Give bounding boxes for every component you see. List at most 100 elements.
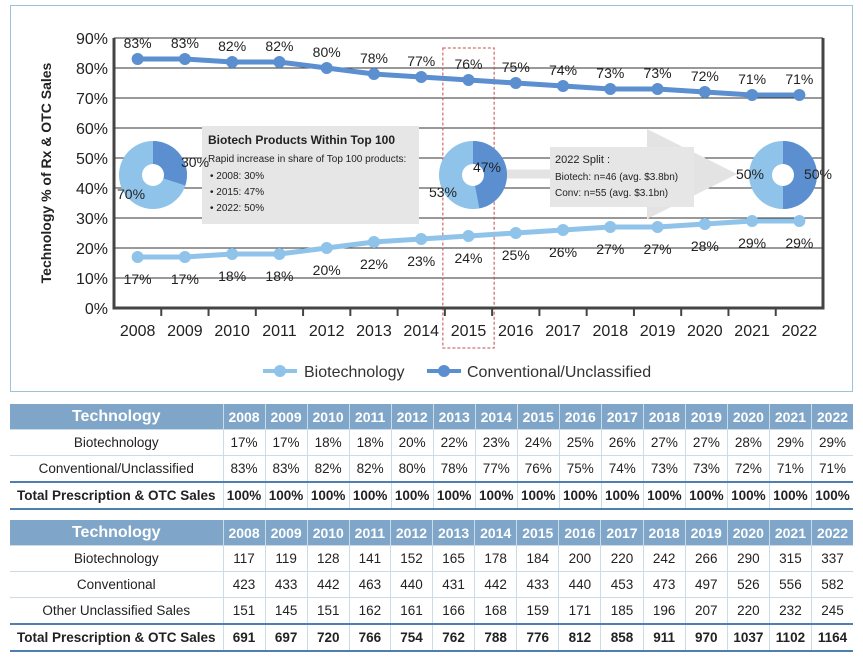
x-tick-label: 2011	[262, 323, 297, 340]
pie-hole	[142, 164, 164, 186]
sales-table-cell: 159	[516, 597, 559, 625]
biotech-data-label: 18%	[265, 268, 293, 284]
sales-table-row: Conventional 423 433 442 463 440 431 442 433 440 4…	[10, 571, 853, 598]
sales-table-cell: 242	[642, 545, 686, 572]
legend-conventional-marker	[438, 365, 450, 377]
annotation-top100-bullet-3: • 2022: 50%	[210, 203, 264, 214]
biotech-data-label: 17%	[124, 271, 152, 287]
sales-table-cell: 453	[600, 571, 644, 598]
annotation-split: 2022 Split : Biotech: n=46 (avg. $3.8bn)…	[550, 147, 694, 207]
sales-table-cell: 691	[222, 623, 266, 652]
conventional-data-label: 75%	[502, 59, 530, 75]
sales-table-cell: 315	[768, 545, 812, 572]
conventional-data-label: 82%	[218, 38, 246, 54]
y-tick-label: 50%	[76, 151, 108, 168]
biotech-point	[557, 224, 570, 236]
sales-table-header-year: 2017	[600, 520, 644, 546]
pie-slice-biotech	[473, 141, 508, 209]
sales-table-header-year: 2011	[348, 520, 391, 546]
sales-table-cell: 440	[558, 571, 601, 598]
sales-table-cell: 1164	[811, 623, 853, 652]
biotech-data-label: 22%	[360, 256, 388, 272]
pie-label-biotech: 47%	[473, 159, 501, 175]
annotation-split-title: 2022 Split :	[555, 154, 610, 166]
biotech-data-label: 24%	[454, 250, 482, 266]
percent-table-cell: 29%	[768, 429, 812, 456]
percent-table-header-year: 2022	[810, 404, 853, 430]
pie-label-conventional: 53%	[429, 184, 457, 200]
sales-table-row-label: Total Prescription & OTC Sales	[10, 623, 223, 652]
y-tick-label: 80%	[76, 61, 108, 78]
percent-table-cell: 100%	[600, 481, 644, 510]
sales-table-header-label: Technology	[10, 520, 223, 546]
legend-biotech-marker	[274, 365, 286, 377]
percent-table-header-year: 2016	[558, 404, 602, 430]
conventional-point	[557, 80, 570, 92]
percent-table-header-year: 2009	[264, 404, 308, 430]
sales-table-cell: 497	[684, 571, 728, 598]
conventional-point	[273, 56, 286, 68]
biotech-point	[793, 215, 806, 227]
sales-table-cell: 812	[558, 623, 601, 652]
x-tick-label: 2017	[545, 323, 581, 340]
x-tick-label: 2010	[214, 323, 250, 340]
chart-frame: Biotech Products Within Top 100 Rapid in…	[10, 5, 853, 392]
sales-table-cell: 473	[642, 571, 686, 598]
pie-hole	[772, 164, 794, 186]
sales-table-cell: 266	[684, 545, 728, 572]
line-chart: Biotech Products Within Top 100 Rapid in…	[38, 31, 832, 381]
percent-table-header-year: 2013	[432, 404, 476, 430]
sales-table-cell: 171	[558, 597, 601, 625]
conventional-data-label: 82%	[265, 38, 293, 54]
y-tick-label: 60%	[76, 121, 108, 138]
sales-table-header-year: 2018	[642, 520, 686, 546]
conventional-point	[651, 83, 664, 95]
sales-table-cell: 433	[264, 571, 308, 598]
percent-table-cell: 27%	[684, 429, 728, 456]
y-tick-label: 10%	[76, 271, 108, 288]
x-tick-label: 2014	[403, 323, 439, 340]
biotech-data-label: 29%	[785, 235, 813, 251]
percent-table-cell: 100%	[684, 481, 728, 510]
sales-table-cell: 423	[222, 571, 266, 598]
percent-table-cell: 29%	[810, 429, 853, 456]
sales-table-header-year: 2015	[516, 520, 559, 546]
percent-table-cell: 100%	[222, 481, 266, 510]
pie-label-conventional: 50%	[736, 166, 764, 182]
conventional-data-label: 71%	[785, 71, 813, 87]
percent-table-row: Biotechnology 17% 17% 18% 18% 20% 22% 23% 24% 25%…	[10, 429, 853, 456]
percent-table-cell: 100%	[306, 481, 350, 510]
sales-table-header-year: 2016	[558, 520, 601, 546]
percent-table-cell: 20%	[390, 429, 434, 456]
percent-table-cell: 100%	[516, 481, 560, 510]
percent-table-header-year: 2010	[306, 404, 350, 430]
sales-table-row: Biotechnology 117 119 128 141 152 165 178 184 200…	[10, 545, 853, 572]
annotation-top100-line: Rapid increase in share of Top 100 produ…	[208, 154, 406, 165]
percent-table-header-year: 2014	[474, 404, 518, 430]
conventional-data-label: 73%	[644, 65, 672, 81]
biotech-data-label: 25%	[502, 247, 530, 263]
percent-table-total-row: Total Prescription & OTC Sales 100% 100% 10…	[10, 481, 853, 510]
sales-table-cell: 128	[306, 545, 350, 572]
sales-table-cell: 220	[600, 545, 644, 572]
sales-table-cell: 119	[264, 545, 308, 572]
conventional-point	[415, 71, 428, 83]
y-tick-label: 20%	[76, 241, 108, 258]
percent-table-cell: 76%	[516, 455, 560, 483]
biotech-data-label: 20%	[313, 262, 341, 278]
sales-table-cell: 168	[474, 597, 517, 625]
sales-table-cell: 178	[474, 545, 517, 572]
conventional-data-label: 71%	[738, 71, 766, 87]
x-tick-label: 2018	[593, 323, 629, 340]
percent-table-cell: 71%	[768, 455, 812, 483]
sales-table-cell: 207	[684, 597, 728, 625]
legend: Biotechnology Conventional/Unclassified	[263, 364, 651, 381]
percent-table-cell: 75%	[558, 455, 602, 483]
y-tick-label: 30%	[76, 211, 108, 228]
sales-table-cell: 151	[222, 597, 266, 625]
biotech-data-label: 26%	[549, 244, 577, 260]
percent-table-header-year: 2011	[348, 404, 392, 430]
axis-frame	[112, 38, 825, 310]
percent-table-cell: 100%	[348, 481, 392, 510]
percent-table-cell: 100%	[642, 481, 686, 510]
